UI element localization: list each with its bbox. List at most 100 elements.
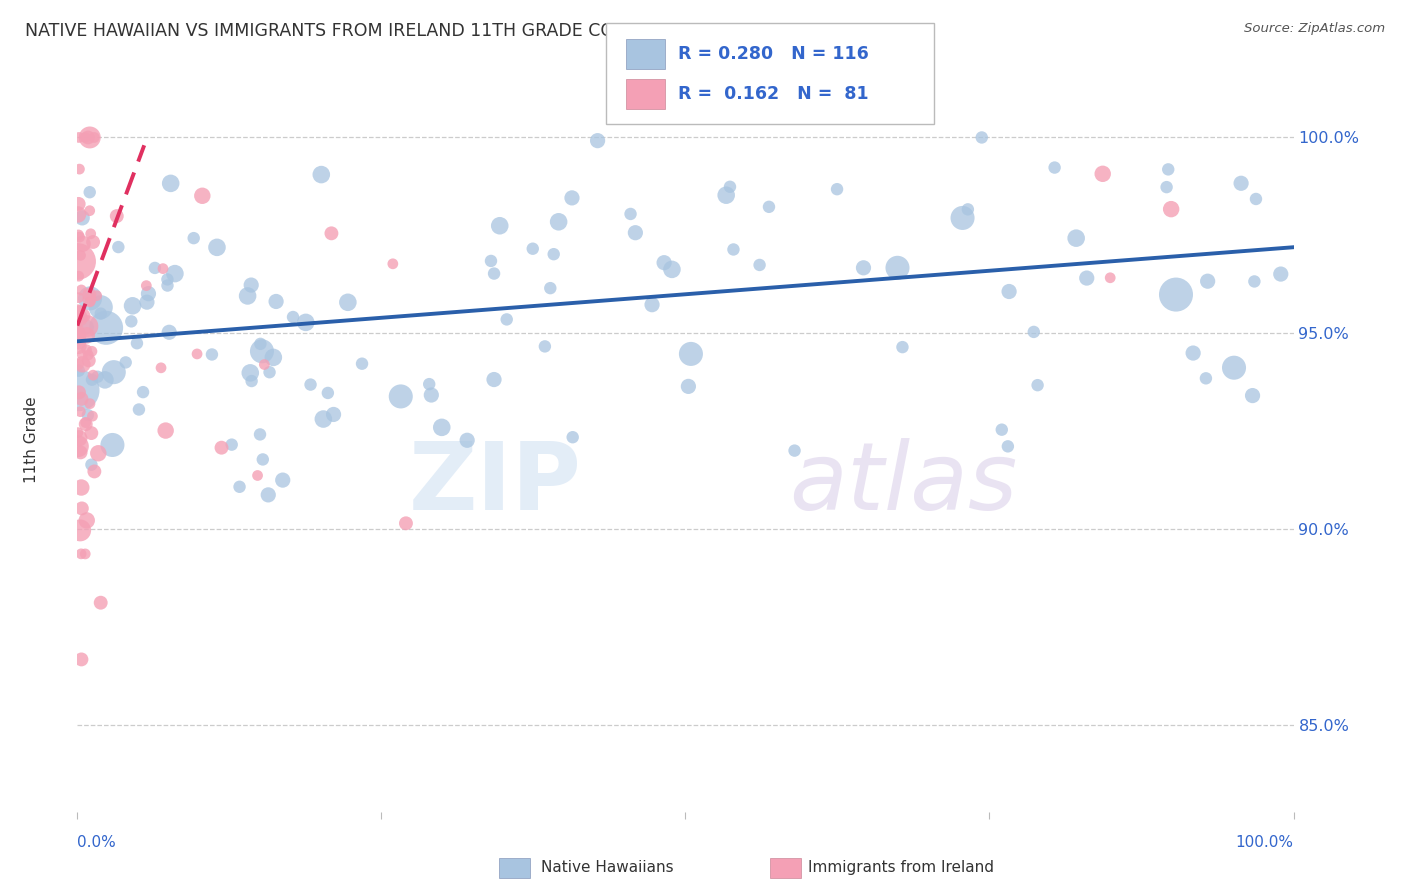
Point (249, 336, 271, 351)
Point (70, 481, 93, 495)
Point (299, 377, 322, 392)
Point (69, 524, 91, 538)
Point (482, 267, 505, 281)
Point (547, 215, 569, 229)
Text: R = 0.280   N = 116: R = 0.280 N = 116 (678, 45, 869, 63)
Point (718, 179, 741, 194)
Point (69, 248, 91, 262)
Point (67, 197, 90, 211)
Point (723, 243, 745, 257)
Point (157, 326, 180, 340)
Point (80, 373, 103, 387)
Point (138, 286, 160, 301)
Point (77, 130, 100, 145)
Point (66, 439, 89, 453)
Point (586, 134, 609, 148)
Point (1195, 371, 1218, 385)
Point (259, 365, 281, 379)
Point (758, 200, 780, 214)
Text: 11th Grade: 11th Grade (24, 396, 38, 483)
Point (714, 188, 737, 202)
Point (294, 315, 316, 329)
Point (67, 322, 90, 336)
Point (83, 465, 105, 479)
Point (1043, 161, 1066, 175)
Point (70, 652, 93, 666)
Point (479, 254, 502, 268)
Point (76, 343, 98, 357)
Point (67, 328, 90, 343)
Point (561, 191, 583, 205)
Point (75, 320, 97, 334)
Point (336, 295, 359, 310)
Point (70, 392, 93, 406)
Point (1064, 231, 1087, 245)
Point (271, 473, 294, 487)
Point (152, 261, 174, 276)
Point (66, 254, 89, 268)
Point (678, 379, 700, 393)
Point (1026, 378, 1049, 392)
Point (488, 219, 510, 233)
Point (136, 295, 159, 310)
Point (956, 202, 979, 217)
Point (430, 420, 453, 434)
Point (69, 445, 91, 459)
Point (211, 441, 233, 455)
Point (1182, 346, 1205, 360)
Point (103, 365, 125, 379)
Point (240, 278, 263, 293)
Point (321, 227, 343, 241)
Point (652, 255, 675, 269)
Point (86, 369, 108, 384)
Point (619, 207, 641, 221)
Point (253, 358, 276, 372)
Point (132, 385, 155, 400)
Text: atlas: atlas (789, 439, 1017, 530)
Text: NATIVE HAWAIIAN VS IMMIGRANTS FROM IRELAND 11TH GRADE CORRELATION CHART: NATIVE HAWAIIAN VS IMMIGRANTS FROM IRELA… (25, 22, 778, 40)
Point (83, 130, 105, 145)
Point (80, 458, 103, 472)
Point (76, 319, 98, 334)
Point (886, 260, 908, 275)
Point (250, 344, 273, 359)
Point (1270, 267, 1292, 281)
Point (783, 443, 806, 458)
Point (67, 339, 90, 353)
Point (69, 326, 91, 340)
Text: ZIP: ZIP (409, 438, 582, 530)
Point (67, 431, 90, 445)
Point (90, 307, 112, 321)
Point (67, 291, 90, 305)
Point (72, 348, 94, 362)
Point (79, 203, 101, 218)
Point (997, 439, 1019, 453)
Point (264, 294, 287, 309)
Point (69, 328, 91, 343)
Point (183, 231, 205, 245)
Point (1022, 325, 1045, 339)
Text: Immigrants from Ireland: Immigrants from Ireland (808, 860, 994, 874)
Point (67, 130, 90, 145)
Point (75, 130, 97, 145)
Point (156, 278, 179, 293)
Point (72, 357, 94, 371)
Point (1076, 271, 1098, 285)
Point (312, 412, 335, 426)
Point (191, 188, 214, 202)
Point (420, 388, 443, 402)
Point (79, 287, 101, 301)
Point (107, 240, 129, 254)
Point (561, 430, 583, 444)
Point (67, 357, 90, 371)
Point (641, 298, 664, 312)
Point (316, 386, 339, 401)
Point (246, 468, 269, 483)
Point (1156, 180, 1178, 194)
Point (322, 408, 344, 422)
Point (482, 372, 505, 386)
Point (1244, 192, 1267, 206)
Point (76, 408, 98, 422)
Point (82, 368, 104, 383)
Point (1223, 360, 1246, 375)
